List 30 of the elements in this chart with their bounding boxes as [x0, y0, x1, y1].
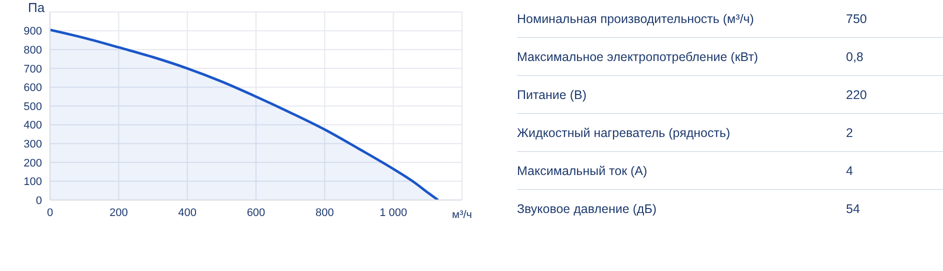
text: Номинальная производительность (м³/ч)	[517, 12, 755, 26]
x-tick-label: 0	[46, 206, 54, 219]
text: 750	[846, 12, 867, 26]
text: 4	[846, 164, 853, 178]
y-tick-label: 500	[24, 100, 42, 113]
text: Питание (В)	[517, 88, 588, 102]
y-tick-label: 200	[24, 157, 42, 170]
text: Максимальное электропотребление (кВт)	[517, 50, 760, 64]
y-tick-label: 300	[24, 138, 42, 151]
y-tick-label: 400	[24, 120, 42, 132]
text: 0,8	[846, 50, 864, 64]
y-axis-title: Па	[28, 0, 45, 15]
text: 220	[846, 88, 867, 102]
x-tick-label: 800	[315, 206, 334, 219]
y-tick-label: 100	[24, 176, 42, 188]
y-tick-label: 700	[24, 63, 42, 76]
text: Звуковое давление (дБ)	[517, 202, 658, 216]
y-tick-label: 900	[24, 26, 42, 38]
x-axis-title: м³/ч	[452, 209, 472, 221]
text: 54	[846, 202, 860, 216]
x-tick-label: 600	[246, 206, 266, 219]
x-tick-label: 1 000	[380, 206, 408, 219]
text: Жидкостный нагреватель (рядность)	[517, 126, 732, 140]
x-tick-label: 400	[178, 206, 197, 219]
y-tick-label: 0	[36, 194, 42, 207]
text: Максимальный ток (А)	[517, 164, 648, 178]
text: 2	[846, 126, 853, 140]
x-tick-label: 200	[109, 206, 128, 219]
y-tick-label: 600	[24, 82, 42, 94]
y-tick-label: 800	[24, 44, 42, 57]
